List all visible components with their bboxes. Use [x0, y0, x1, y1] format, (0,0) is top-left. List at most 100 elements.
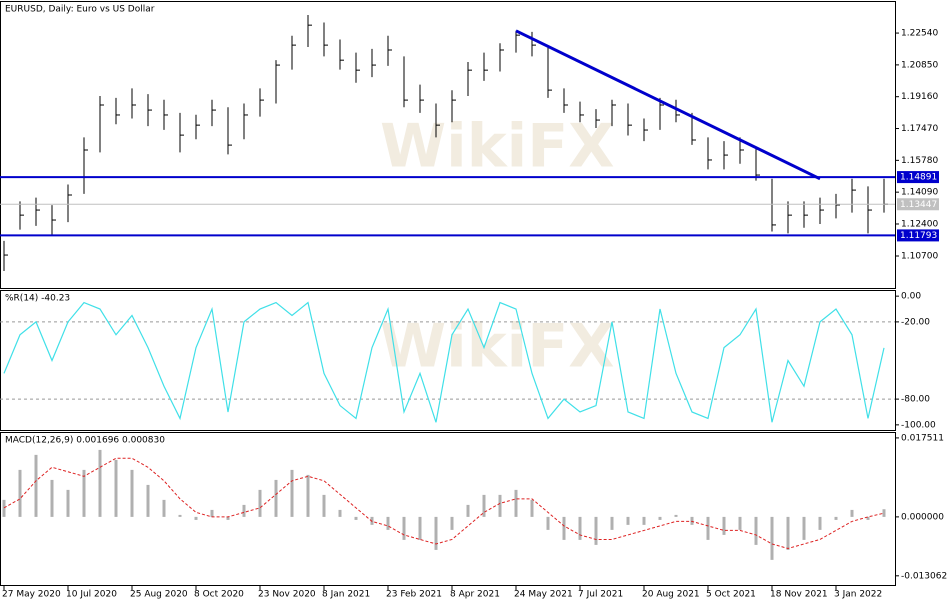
macd-bar — [466, 504, 470, 517]
macd-bar — [626, 516, 630, 525]
indicator-title: MACD(12,26,9) 0.001696 0.000830 — [5, 436, 165, 446]
macd-bar — [738, 516, 742, 530]
macd-bar — [594, 516, 598, 545]
y-tick-label: 1.22540 — [901, 29, 938, 39]
y-tick-label: -0.013062 — [901, 571, 947, 581]
macd-bar — [434, 516, 438, 550]
macd-bar — [194, 516, 198, 520]
macd-bar — [834, 516, 838, 520]
macd-bar — [386, 516, 390, 530]
watermark: WikiFX — [380, 312, 614, 382]
last-price-label: 1.13447 — [900, 200, 937, 210]
macd-bar — [674, 514, 678, 517]
chart-title: EURUSD, Daily: Euro vs US Dollar — [5, 5, 155, 15]
macd-bar — [786, 516, 790, 550]
macd-bar — [66, 489, 70, 517]
y-tick-label: -100.00 — [901, 420, 936, 430]
wr-panel — [0, 290, 896, 431]
x-tick-label: 10 Jul 2020 — [66, 590, 117, 600]
y-tick-label: -80.00 — [901, 395, 930, 405]
macd-bar — [290, 469, 294, 517]
signal-line — [3, 457, 885, 549]
macd-bar — [82, 469, 86, 517]
macd-bar — [162, 499, 166, 517]
macd-bar — [306, 474, 310, 517]
macd-bar — [610, 516, 614, 530]
macd-bar — [242, 504, 246, 517]
y-tick-label: 1.19160 — [901, 92, 938, 102]
macd-bar — [210, 509, 214, 517]
macd-bar — [34, 454, 38, 517]
y-tick-label: 0.000000 — [901, 512, 944, 522]
macd-bar — [754, 516, 758, 545]
macd-bar — [850, 509, 854, 517]
macd-bar — [658, 516, 662, 520]
macd-bar — [498, 494, 502, 517]
y-tick-label: 1.15780 — [901, 156, 938, 166]
macd-bar — [818, 516, 822, 530]
x-tick-label: 23 Nov 2020 — [258, 590, 316, 600]
macd-bar — [722, 516, 726, 535]
macd-bar — [322, 494, 326, 517]
macd-panel — [0, 432, 896, 586]
macd-bar — [402, 516, 406, 540]
x-tick-label: 25 Aug 2020 — [130, 590, 188, 600]
x-tick-label: 20 Aug 2021 — [642, 590, 700, 600]
level-label: 1.11793 — [900, 231, 937, 241]
macd-bar — [546, 516, 550, 530]
x-tick-label: 27 May 2020 — [2, 590, 61, 600]
y-tick-label: -20.00 — [901, 317, 930, 327]
y-tick-label: 1.12400 — [901, 219, 938, 229]
x-tick-label: 23 Feb 2021 — [386, 590, 442, 600]
wr-line — [3, 301, 885, 423]
macd-bar — [866, 516, 870, 520]
macd-bar — [562, 516, 566, 540]
x-tick-label: 7 Jul 2021 — [578, 590, 623, 600]
macd-bar — [770, 516, 774, 560]
x-tick-label: 8 Oct 2020 — [194, 590, 244, 600]
macd-bar — [226, 516, 230, 520]
price-panel — [0, 1, 896, 289]
macd-bar — [802, 516, 806, 540]
y-tick-label: 0.017511 — [901, 433, 944, 443]
macd-bar — [50, 479, 54, 517]
y-tick-label: 1.14090 — [901, 188, 938, 198]
level-box — [897, 229, 939, 242]
macd-bar — [642, 516, 646, 525]
macd-bar — [98, 449, 102, 517]
macd-bar — [2, 499, 6, 517]
macd-bar — [18, 469, 22, 517]
macd-bar — [338, 509, 342, 517]
macd-bar — [530, 499, 534, 517]
x-tick-label: 5 Oct 2021 — [706, 590, 756, 600]
macd-bar — [178, 514, 182, 517]
macd-bar — [690, 516, 694, 525]
macd-bar — [578, 516, 582, 540]
x-tick-label: 8 Apr 2021 — [450, 590, 500, 600]
x-tick-label: 18 Nov 2021 — [770, 590, 828, 600]
trendline — [515, 29, 821, 181]
indicator-title: %R(14) -40.23 — [5, 294, 70, 304]
y-tick-label: 1.10700 — [901, 251, 938, 261]
macd-bar — [514, 489, 518, 517]
macd-bar — [418, 516, 422, 540]
last-price-box — [897, 198, 939, 211]
macd-bar — [130, 469, 134, 517]
macd-bar — [114, 459, 118, 517]
x-tick-label: 24 May 2021 — [514, 590, 573, 600]
macd-bar — [354, 516, 358, 520]
macd-bar — [706, 516, 710, 540]
macd-bar — [882, 509, 886, 517]
macd-bar — [146, 484, 150, 517]
macd-bar — [482, 494, 486, 517]
level-label: 1.14891 — [900, 173, 937, 183]
y-tick-label: 1.17470 — [901, 124, 938, 134]
macd-bar — [450, 516, 454, 530]
y-tick-label: 0.00 — [901, 292, 921, 302]
macd-bar — [258, 489, 262, 517]
level-box — [897, 171, 939, 184]
x-tick-label: 3 Jan 2022 — [834, 590, 882, 600]
y-tick-label: 1.20850 — [901, 60, 938, 70]
macd-bar — [274, 479, 278, 517]
